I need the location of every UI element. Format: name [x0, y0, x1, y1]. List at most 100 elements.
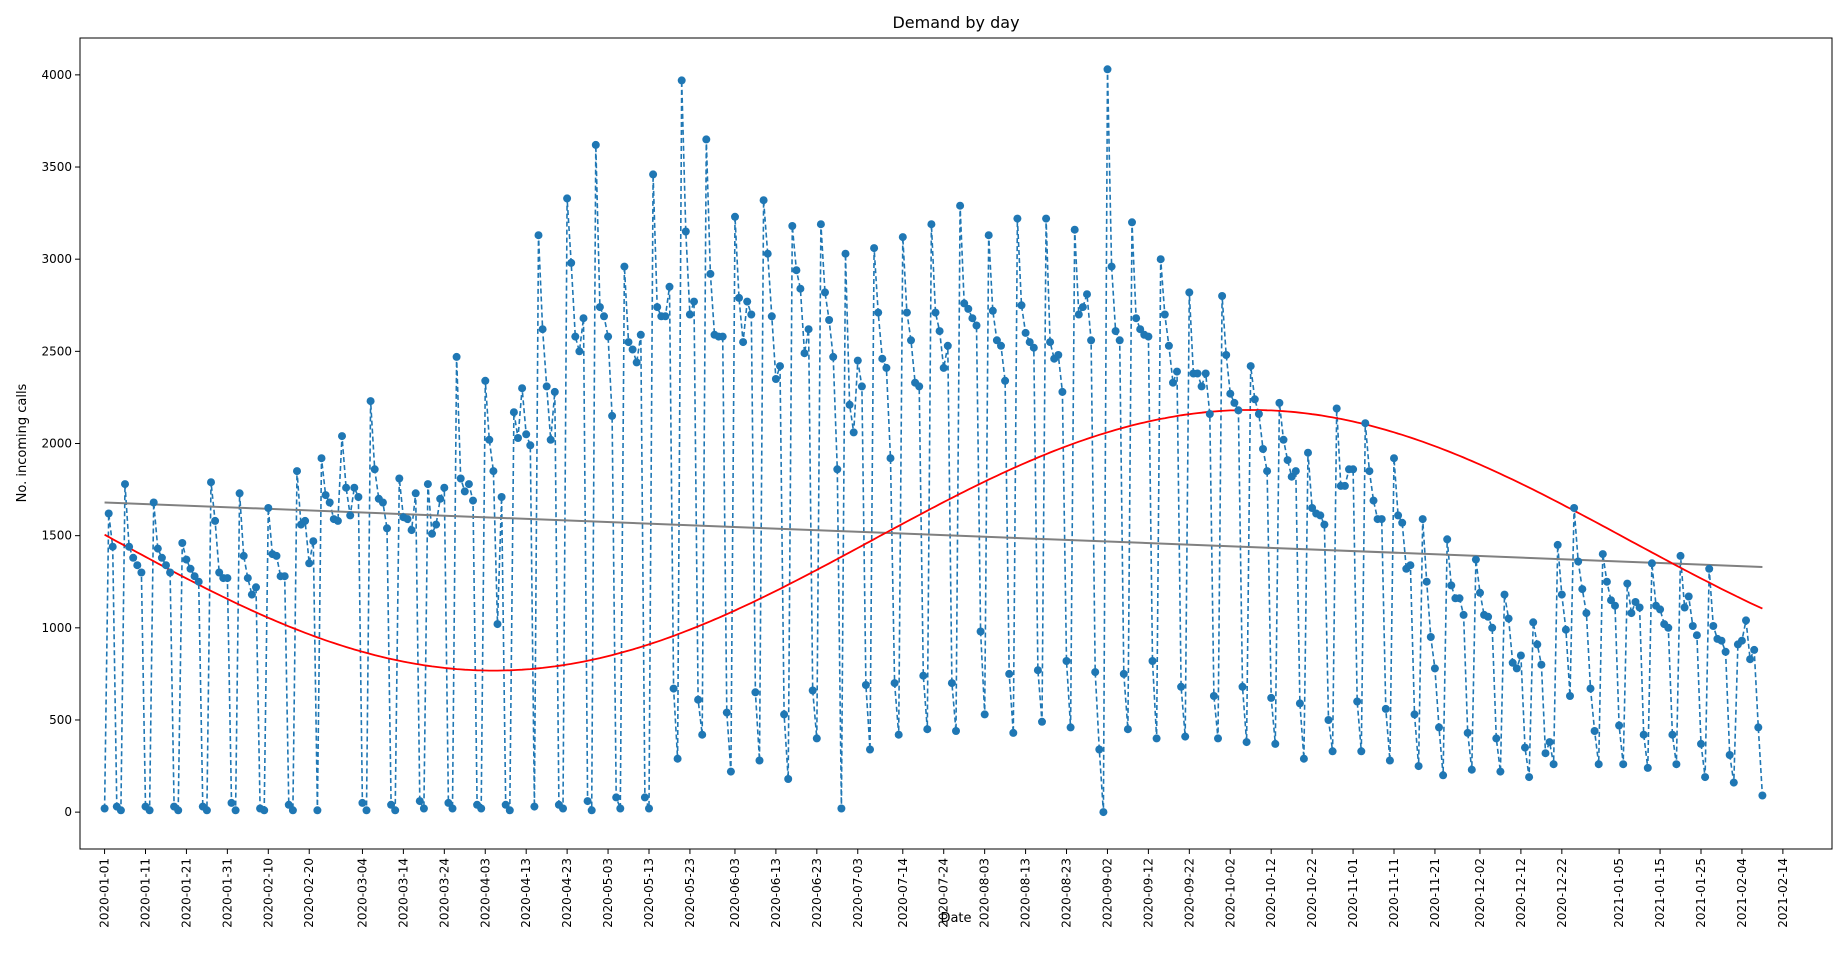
data-point — [1525, 773, 1534, 782]
data-point — [1332, 404, 1341, 413]
data-point — [362, 806, 371, 815]
data-point — [157, 553, 166, 562]
x-tick-label: 2021-01-25 — [1694, 858, 1708, 928]
x-tick-label: 2020-11-01 — [1346, 858, 1360, 928]
data-point — [194, 577, 203, 586]
x-tick-label: 2020-05-03 — [601, 858, 615, 928]
data-point — [563, 194, 572, 203]
data-point — [788, 222, 797, 230]
data-point — [231, 806, 240, 815]
data-point — [243, 574, 252, 583]
data-point — [1148, 657, 1157, 665]
x-tick-label: 2020-01-11 — [138, 858, 152, 928]
data-point — [1299, 754, 1308, 763]
data-point — [604, 332, 613, 341]
data-point — [1381, 704, 1390, 713]
data-point — [1078, 303, 1087, 312]
data-point — [1717, 636, 1726, 645]
data-point — [174, 806, 183, 815]
data-point — [391, 806, 400, 815]
data-point — [1177, 682, 1186, 691]
data-point — [702, 135, 711, 144]
data-point — [1058, 387, 1067, 396]
x-tick-label: 2020-04-23 — [560, 858, 574, 928]
x-tick-label: 2020-07-14 — [896, 858, 910, 928]
data-point — [108, 542, 117, 551]
x-tick-label: 2020-01-21 — [179, 858, 193, 928]
data-point — [1201, 369, 1210, 378]
data-point — [1758, 791, 1767, 800]
data-point — [125, 542, 134, 551]
data-point — [1615, 721, 1624, 730]
x-tick-label: 2020-04-13 — [519, 858, 533, 928]
data-point — [542, 382, 551, 391]
x-tick-label: 2021-01-05 — [1612, 858, 1626, 928]
data-point — [423, 480, 432, 489]
data-point — [853, 356, 862, 365]
data-point — [743, 297, 752, 306]
data-point — [1746, 655, 1755, 664]
data-point — [1361, 419, 1370, 428]
data-point — [1185, 288, 1194, 297]
y-tick-label: 2500 — [41, 344, 72, 358]
x-tick-label: 2020-01-31 — [220, 858, 234, 928]
x-tick-label: 2021-01-15 — [1653, 858, 1667, 928]
data-point — [821, 288, 829, 297]
data-point — [538, 325, 547, 334]
data-point — [600, 312, 608, 321]
data-point — [1013, 214, 1022, 223]
data-point — [530, 802, 539, 811]
data-point — [1455, 594, 1464, 603]
data-point — [1173, 367, 1181, 376]
y-tick-label: 3000 — [41, 252, 72, 266]
data-point — [1488, 623, 1497, 632]
data-point — [874, 308, 883, 317]
data-point — [661, 312, 670, 321]
data-point — [1463, 728, 1472, 737]
x-tick-label: 2020-09-12 — [1141, 858, 1155, 928]
data-point — [1390, 454, 1398, 463]
data-point — [436, 494, 445, 503]
data-point — [546, 435, 555, 444]
data-point — [489, 467, 498, 476]
data-point — [440, 483, 449, 492]
x-tick-label: 2020-02-10 — [261, 858, 275, 928]
data-point — [469, 496, 477, 505]
data-point — [1349, 465, 1358, 474]
data-point — [550, 387, 559, 396]
data-point — [1259, 445, 1267, 453]
data-point — [346, 511, 355, 520]
data-point — [215, 568, 224, 577]
data-point — [313, 806, 322, 815]
data-point — [1369, 496, 1378, 505]
data-point — [260, 806, 269, 815]
data-point — [378, 498, 387, 507]
data-point — [534, 231, 543, 240]
data-point — [1574, 557, 1583, 566]
data-point — [1594, 760, 1603, 769]
data-point — [464, 480, 473, 489]
data-point — [1398, 518, 1407, 527]
data-point — [305, 559, 314, 568]
x-axis-ticks: 2020-01-01 2020-01-11 2020-01-21 2020-01-31… — [98, 849, 1790, 928]
data-point — [878, 354, 887, 363]
data-point — [837, 804, 846, 813]
data-point — [722, 708, 731, 717]
data-point — [338, 432, 346, 441]
data-point — [333, 516, 342, 525]
data-point — [317, 454, 326, 463]
x-tick-label: 2020-12-12 — [1514, 858, 1528, 928]
data-point — [145, 806, 154, 815]
data-point — [780, 710, 789, 719]
data-point — [612, 793, 621, 802]
data-point — [1627, 609, 1636, 618]
data-point — [1107, 262, 1116, 271]
data-point — [1516, 651, 1525, 660]
data-point — [808, 686, 817, 695]
data-point — [1205, 410, 1214, 418]
data-point — [943, 341, 952, 350]
data-point — [166, 568, 175, 577]
data-point — [706, 269, 715, 278]
data-point — [1537, 660, 1546, 669]
data-point — [857, 382, 866, 391]
